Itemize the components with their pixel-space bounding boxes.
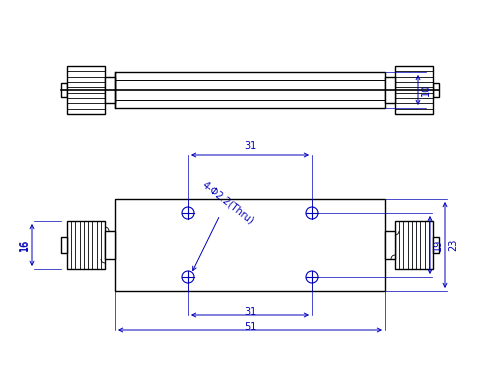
- Bar: [385, 231, 395, 259]
- Text: 16: 16: [19, 239, 29, 251]
- Text: 31: 31: [244, 307, 256, 317]
- Bar: [385, 77, 395, 103]
- Text: 16: 16: [20, 239, 30, 251]
- Bar: [433, 237, 439, 253]
- Bar: [67, 221, 105, 269]
- Bar: [105, 77, 115, 103]
- Bar: [115, 72, 385, 108]
- Bar: [61, 83, 67, 97]
- Bar: [115, 199, 385, 291]
- Bar: [395, 66, 433, 114]
- Bar: [67, 66, 105, 114]
- Bar: [395, 221, 433, 269]
- Bar: [105, 231, 115, 259]
- Bar: [61, 237, 67, 253]
- Text: 23: 23: [448, 239, 458, 251]
- Text: 51: 51: [244, 322, 256, 332]
- Text: 31: 31: [244, 141, 256, 151]
- Text: 4-Φ2.2(Thru): 4-Φ2.2(Thru): [200, 180, 256, 226]
- Bar: [433, 83, 439, 97]
- Text: 10: 10: [421, 84, 431, 96]
- Text: 19: 19: [433, 239, 443, 251]
